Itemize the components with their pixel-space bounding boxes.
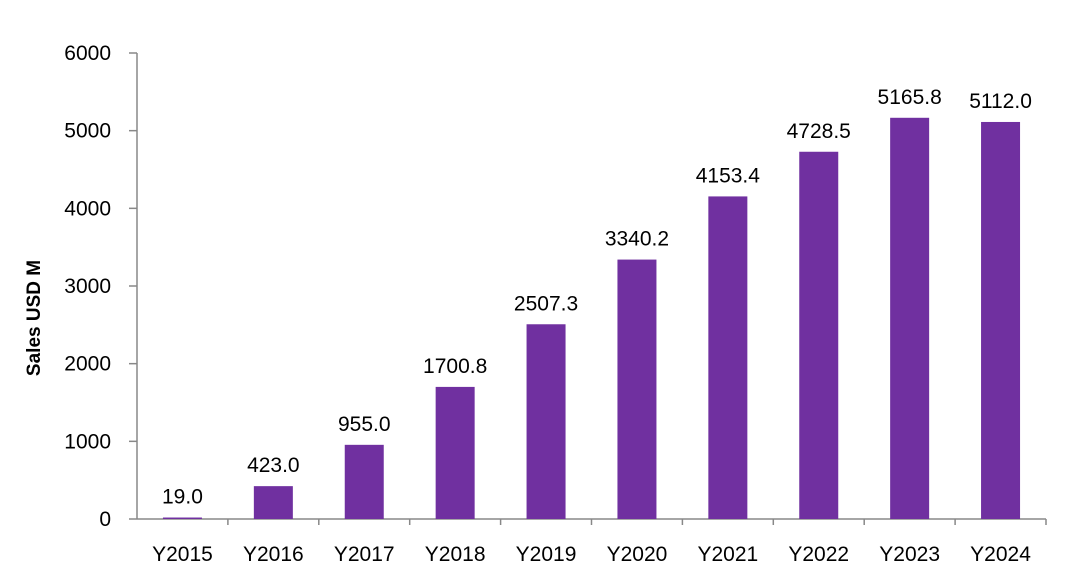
data-label-y2017: 955.0 (338, 413, 391, 436)
bar-y2020 (617, 259, 657, 519)
x-axis-labels: Y2015 Y2016 Y2017 Y2018 Y2019 Y2020 Y2021 Y2022… (152, 519, 1047, 566)
x-tick-label-y2024: Y2024 (970, 543, 1031, 566)
bar-y2015 (162, 517, 202, 519)
bar-y2018 (435, 386, 475, 519)
data-label-y2024: 5112.0 (969, 90, 1032, 113)
bars (162, 117, 1021, 520)
bar-data-labels: 19.0 423.0 955.0 1700.8 2507.3 3340.2 4153.4 47… (162, 86, 1032, 509)
bar-y2017 (344, 444, 384, 519)
bar-y2016 (253, 486, 293, 519)
x-tick-label-y2020: Y2020 (607, 543, 668, 566)
data-label-y2015: 19.0 (162, 486, 203, 509)
x-tick-label-y2018: Y2018 (425, 543, 486, 566)
bar-y2023 (890, 117, 930, 519)
y-axis-ticks: 0 1000 2000 3000 4000 5000 6000 (64, 42, 137, 531)
data-label-y2019: 2507.3 (514, 292, 578, 315)
data-label-y2016: 423.0 (247, 454, 300, 477)
data-label-y2020: 3340.2 (605, 228, 669, 251)
y-tick-label: 4000 (64, 197, 111, 220)
x-tick-label-y2016: Y2016 (243, 543, 304, 566)
y-tick-label: 0 (99, 508, 111, 531)
x-tick-label-y2021: Y2021 (697, 543, 758, 566)
y-tick-label: 6000 (64, 42, 111, 65)
x-tick-label-y2022: Y2022 (788, 543, 849, 566)
data-label-y2021: 4153.4 (696, 164, 761, 187)
data-label-y2018: 1700.8 (423, 355, 487, 378)
x-tick-label-y2023: Y2023 (879, 543, 940, 566)
y-axis-title: Sales USD M (24, 260, 45, 376)
x-tick-label-y2015: Y2015 (152, 543, 213, 566)
data-label-y2023: 5165.8 (878, 86, 942, 109)
x-tick-label-y2019: Y2019 (516, 543, 577, 566)
y-tick-label: 1000 (64, 430, 111, 453)
data-label-y2022: 4728.5 (787, 120, 851, 143)
bar-y2024 (981, 121, 1021, 519)
bar-y2021 (708, 196, 748, 520)
bar-y2019 (526, 324, 566, 519)
y-tick-label: 5000 (64, 120, 111, 143)
x-tick-label-y2017: Y2017 (334, 543, 395, 566)
y-tick-label: 3000 (64, 275, 111, 298)
bar-y2022 (799, 151, 839, 519)
y-tick-label: 2000 (64, 353, 111, 376)
